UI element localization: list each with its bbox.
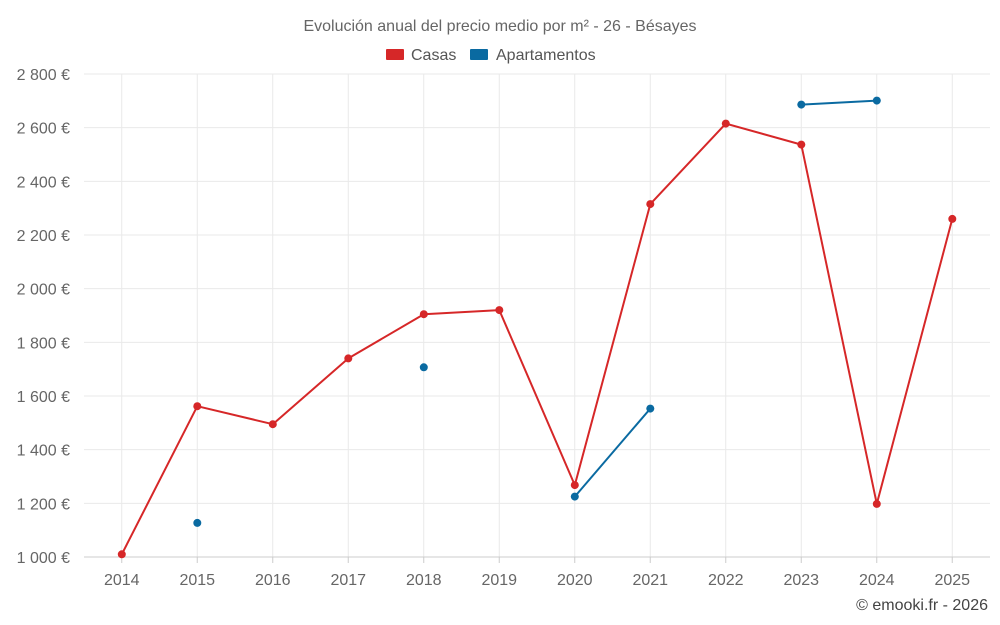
series-line-apartamentos [574,407,652,498]
data-point-casas[interactable] [117,550,126,559]
data-point-apartamentos[interactable] [570,492,579,501]
legend: Casas Apartamentos [386,47,596,64]
x-tick-label: 2021 [632,572,668,589]
y-tick-label: 1 200 € [17,496,70,513]
legend-label-apartamentos: Apartamentos [496,47,596,64]
data-point-casas[interactable] [193,402,202,411]
series-line-apartamentos [801,99,877,106]
data-point-casas[interactable] [344,354,353,363]
legend-label-casas: Casas [411,47,456,64]
data-point-apartamentos[interactable] [193,518,202,527]
x-tick-label: 2014 [104,572,140,589]
data-point-casas[interactable] [797,140,806,149]
data-point-casas[interactable] [948,214,957,223]
data-point-casas[interactable] [646,200,655,209]
data-point-apartamentos[interactable] [797,100,806,109]
legend-item-casas[interactable]: Casas [386,47,456,64]
chart-title: Evolución anual del precio medio por m² … [303,18,696,35]
y-tick-label: 1 800 € [17,335,70,352]
x-tick-label: 2022 [708,572,744,589]
data-point-casas[interactable] [721,119,730,128]
x-tick-label: 2023 [783,572,819,589]
y-tick-label: 2 200 € [17,228,70,245]
data-point-casas[interactable] [872,499,881,508]
x-tick-label: 2019 [481,572,517,589]
data-point-casas[interactable] [495,306,504,315]
y-tick-label: 1 400 € [17,443,70,460]
y-tick-label: 2 400 € [17,174,70,191]
x-tick-label: 2016 [255,572,291,589]
y-tick-label: 2 000 € [17,282,70,299]
x-tick-label: 2017 [330,572,366,589]
x-tick-label: 2015 [179,572,215,589]
series-line-casas [120,122,954,555]
data-point-apartamentos[interactable] [419,363,428,372]
series-casas [117,119,957,559]
x-tick-label: 2025 [934,572,970,589]
data-point-apartamentos[interactable] [872,96,881,105]
series-apartamentos [193,96,881,527]
x-tick-label: 2024 [859,572,895,589]
legend-swatch-apartamentos [470,49,488,60]
y-tick-label: 2 800 € [17,67,70,84]
legend-item-apartamentos[interactable]: Apartamentos [470,47,596,64]
data-point-apartamentos[interactable] [646,404,655,413]
y-tick-label: 1 000 € [17,550,70,567]
data-point-casas[interactable] [268,420,277,429]
x-tick-label: 2018 [406,572,442,589]
plot-area [117,96,957,559]
grid [84,73,990,557]
data-point-casas[interactable] [419,310,428,319]
axes: 1 000 € 1 200 € 1 400 € 1 600 € 1 800 € 2 000… [17,67,990,589]
y-tick-label: 2 600 € [17,121,70,138]
data-point-casas[interactable] [570,481,579,490]
y-tick-label: 1 600 € [17,389,70,406]
credit-text: © emooki.fr - 2026 [856,597,988,614]
x-tick-label: 2020 [557,572,593,589]
legend-swatch-casas [386,49,404,60]
